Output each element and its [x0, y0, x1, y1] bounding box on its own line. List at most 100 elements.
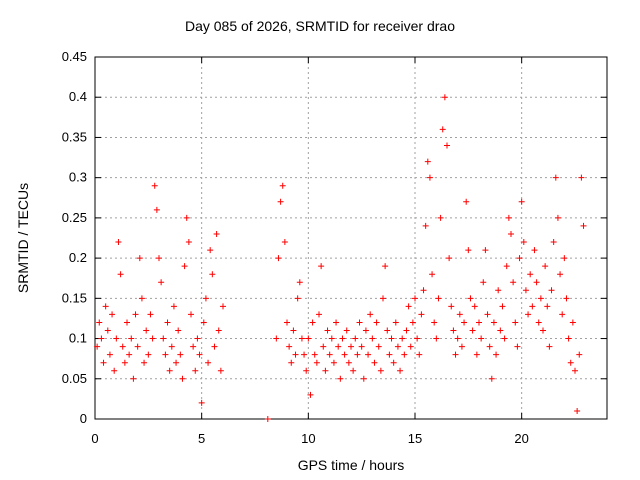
data-point: [175, 327, 182, 334]
data-point: [544, 303, 551, 310]
data-point: [104, 327, 111, 334]
data-point: [461, 319, 468, 326]
data-point: [471, 303, 478, 310]
data-point: [98, 335, 105, 342]
data-point: [444, 142, 450, 149]
data-point: [190, 343, 197, 350]
data-point: [572, 367, 578, 374]
data-point: [106, 351, 113, 358]
y-tick-label: 0.25: [62, 210, 87, 225]
data-point: [407, 343, 414, 350]
data-point: [192, 367, 199, 374]
data-point: [505, 214, 512, 221]
data-point: [486, 343, 493, 350]
data-point: [369, 335, 376, 342]
data-point: [305, 335, 312, 342]
data-point: [458, 343, 465, 350]
data-point: [156, 255, 162, 262]
data-point: [335, 343, 342, 350]
data-point: [136, 255, 143, 262]
data-point: [298, 335, 305, 342]
data-point: [567, 359, 574, 366]
data-point: [273, 335, 280, 342]
data-point: [345, 359, 352, 366]
data-point: [552, 174, 559, 181]
data-point: [439, 126, 446, 133]
data-point: [350, 367, 357, 374]
data-point: [422, 222, 429, 229]
data-point: [181, 263, 188, 270]
data-point: [473, 351, 480, 358]
data-point: [141, 359, 148, 366]
y-tick-label: 0.4: [69, 89, 87, 104]
data-point: [501, 335, 508, 342]
x-tick-label: 15: [408, 431, 422, 446]
data-point: [540, 327, 546, 334]
data-point: [284, 319, 290, 326]
data-point: [194, 335, 201, 342]
data-point: [217, 367, 224, 374]
data-point: [516, 255, 523, 262]
data-point: [550, 239, 557, 246]
data-point: [328, 335, 335, 342]
data-point: [371, 359, 378, 366]
data-point: [465, 247, 472, 254]
data-point: [296, 279, 303, 286]
data-point: [426, 174, 433, 181]
data-point: [522, 287, 529, 294]
data-point: [138, 295, 145, 302]
data-point: [294, 295, 301, 302]
data-point: [147, 311, 154, 318]
data-point: [111, 367, 118, 374]
data-point: [480, 279, 487, 286]
data-point: [418, 311, 425, 318]
data-point: [384, 327, 391, 334]
data-point: [542, 263, 549, 270]
data-point: [414, 335, 421, 342]
data-point: [375, 343, 382, 350]
data-point: [326, 351, 333, 358]
data-point: [563, 295, 570, 302]
data-point: [313, 359, 320, 366]
data-point: [119, 343, 126, 350]
data-point: [362, 327, 369, 334]
data-point: [318, 263, 325, 270]
y-tick-label: 0: [80, 411, 87, 426]
axis-ticks: 0 0.05 0.1 0.15 0.2 0.25 0.3 0.35 0.4 0.45 0 5 10 15 2…: [62, 49, 607, 446]
data-point: [179, 375, 186, 382]
data-point: [365, 351, 372, 358]
data-point: [286, 343, 293, 350]
data-point: [565, 335, 572, 342]
data-point: [207, 247, 214, 254]
data-point: [354, 351, 361, 358]
data-point: [339, 335, 346, 342]
data-point: [469, 327, 476, 334]
data-point: [166, 367, 173, 374]
data-point: [188, 311, 194, 318]
data-point: [324, 327, 331, 334]
data-point: [437, 214, 444, 221]
data-point: [337, 375, 344, 382]
data-point: [397, 367, 404, 374]
data-point: [484, 311, 491, 318]
y-tick-label: 0.3: [69, 170, 87, 185]
x-tick-label: 10: [301, 431, 315, 446]
data-point: [160, 335, 167, 342]
data-point: [388, 335, 395, 342]
data-point: [386, 351, 393, 358]
chart-title: Day 085 of 2026, SRMTID for receiver dra…: [184, 18, 455, 34]
data-point: [373, 319, 380, 326]
grid-lines: [95, 57, 607, 419]
data-point: [412, 295, 418, 302]
data-point: [377, 367, 384, 374]
data-point: [446, 255, 453, 262]
data-point: [303, 367, 310, 374]
data-point: [394, 343, 401, 350]
data-point: [527, 271, 534, 278]
data-point: [399, 335, 406, 342]
data-point: [576, 351, 583, 358]
data-point: [403, 327, 410, 334]
x-tick-label: 5: [198, 431, 205, 446]
data-point: [493, 351, 500, 358]
y-tick-label: 0.2: [69, 250, 87, 265]
